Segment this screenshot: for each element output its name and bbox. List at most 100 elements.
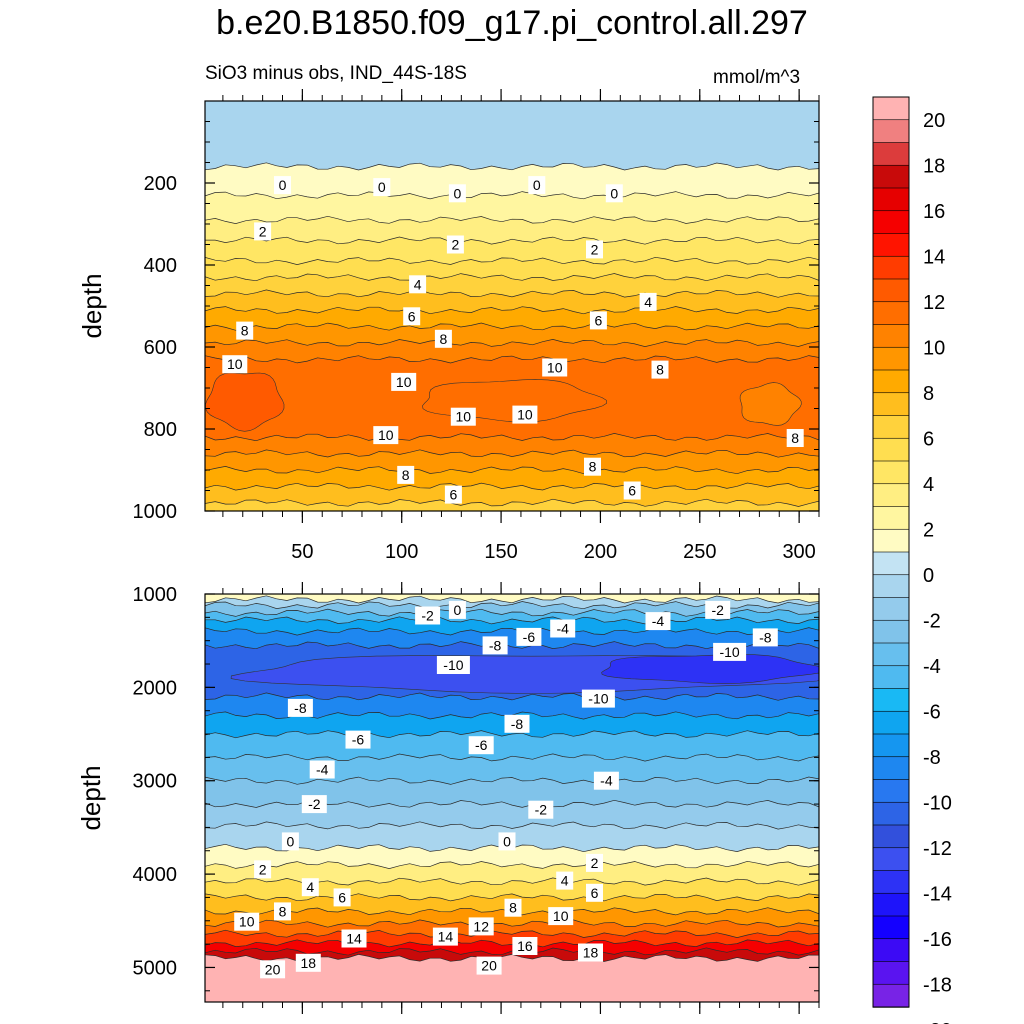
colorbar-segment bbox=[872, 688, 910, 712]
contour-label-box bbox=[450, 407, 476, 426]
contour-label-box bbox=[345, 730, 371, 749]
contour-label: -10 bbox=[588, 691, 608, 707]
contour-label: 2 bbox=[591, 855, 599, 871]
contour-label: -4 bbox=[600, 773, 613, 789]
colorbar-segment bbox=[872, 392, 910, 417]
contour-label-box bbox=[482, 636, 508, 655]
contour-label: 0 bbox=[454, 602, 462, 618]
contour-line bbox=[205, 306, 819, 315]
y-axis-label: depth bbox=[77, 273, 107, 338]
contour-core bbox=[205, 372, 285, 432]
contour-label-box bbox=[512, 937, 538, 955]
upper-depth-panel: 0 0 0 0 0 2 2 2 4 4 6 6 8 8 8 8 8 8 10 10 10 10 10 10 6 6 bbox=[205, 101, 819, 511]
x-tick-label: 150 bbox=[484, 541, 517, 563]
colorbar-segment bbox=[872, 164, 910, 189]
y-axis-label: depth bbox=[76, 765, 106, 830]
contour-label: -4 bbox=[652, 613, 665, 629]
contour-label: 8 bbox=[656, 362, 664, 378]
x-tick-label: 250 bbox=[683, 541, 716, 563]
contour-core bbox=[601, 654, 819, 684]
contour-band bbox=[205, 861, 819, 886]
colorbar-segment bbox=[872, 983, 910, 1008]
contour-label: 2 bbox=[259, 861, 267, 877]
contour-label: 14 bbox=[438, 929, 454, 945]
contour-band bbox=[205, 323, 819, 347]
contour-band bbox=[205, 101, 819, 170]
contour-label: -2 bbox=[711, 602, 724, 618]
contour-band bbox=[205, 466, 819, 491]
chart-title: b.e20.B1850.f09_g17.pi_control.all.297 bbox=[216, 4, 808, 42]
contour-line bbox=[205, 236, 819, 245]
contour-band bbox=[205, 257, 819, 281]
colorbar-segment bbox=[872, 142, 910, 166]
contour-label-box bbox=[581, 689, 615, 708]
contour-band bbox=[205, 449, 819, 474]
contour-line bbox=[205, 215, 819, 224]
contour-label-box bbox=[448, 600, 466, 619]
y-tick-label: 3000 bbox=[133, 771, 178, 793]
contour-label-box bbox=[333, 888, 351, 907]
contour-label-box bbox=[468, 917, 494, 936]
contour-band bbox=[205, 339, 819, 363]
contour-label: 0 bbox=[287, 833, 295, 849]
contour-line bbox=[205, 273, 819, 282]
colorbar-segment bbox=[872, 301, 910, 326]
contour-band bbox=[205, 844, 819, 869]
contour-line bbox=[205, 893, 819, 902]
contour-core bbox=[739, 382, 802, 426]
contour-label-box bbox=[713, 642, 747, 661]
colorbar-label: 16 bbox=[923, 201, 945, 223]
colorbar-label: 6 bbox=[923, 428, 934, 450]
contour-label-box bbox=[605, 184, 623, 203]
y-tick-label: 2000 bbox=[133, 677, 178, 699]
contour-label: 10 bbox=[378, 427, 394, 443]
colorbar-frame bbox=[872, 96, 910, 1008]
contour-label: 10 bbox=[553, 908, 569, 924]
contour-label: -2 bbox=[421, 608, 434, 624]
contour-label-box bbox=[222, 355, 248, 374]
contour-label-box bbox=[309, 760, 335, 779]
contour-label-box bbox=[548, 907, 574, 926]
colorbar-segment bbox=[872, 642, 910, 667]
colorbar-segment bbox=[872, 233, 910, 257]
contour-label: 4 bbox=[306, 879, 314, 895]
contour-label-box bbox=[504, 898, 522, 917]
contour-label-box bbox=[528, 800, 554, 819]
contour-label: 0 bbox=[279, 177, 287, 193]
contour-line bbox=[205, 498, 819, 507]
contour-label-box bbox=[593, 771, 619, 790]
contour-label: -8 bbox=[489, 637, 502, 653]
contour-label-box bbox=[409, 275, 427, 294]
colorbar-segment bbox=[872, 938, 910, 963]
contour-line bbox=[205, 322, 819, 331]
contour-label-box bbox=[444, 485, 462, 504]
contour-label-box bbox=[403, 307, 421, 326]
colorbar-segment bbox=[872, 460, 910, 485]
contour-line bbox=[205, 929, 819, 938]
x-tick-label: 200 bbox=[584, 541, 617, 563]
colorbar-segment bbox=[872, 346, 910, 371]
colorbar-segment bbox=[872, 710, 910, 735]
contour-label-box bbox=[301, 878, 319, 897]
contour-label-box bbox=[645, 612, 671, 631]
colorbar-label: 18 bbox=[923, 155, 945, 177]
contour-label: 2 bbox=[591, 241, 599, 257]
contour-label-box bbox=[391, 372, 417, 391]
contour-line bbox=[205, 339, 819, 347]
contour-label-box bbox=[586, 853, 603, 872]
colorbar-label: -6 bbox=[923, 701, 941, 723]
contour-label: 0 bbox=[454, 185, 462, 201]
contour-label: 14 bbox=[346, 931, 362, 947]
colorbar-label: 8 bbox=[923, 383, 934, 405]
contour-label: -8 bbox=[294, 700, 307, 716]
colorbar: 20181614121086420-2-4-6-8-10-12-14-16-18… bbox=[872, 96, 952, 1024]
colorbar-label: -12 bbox=[923, 838, 952, 860]
contour-label: 10 bbox=[456, 409, 472, 425]
contour-label: 0 bbox=[533, 177, 541, 193]
contour-label: 0 bbox=[378, 179, 386, 195]
contour-label-box bbox=[752, 628, 778, 647]
contour-label: 8 bbox=[402, 467, 410, 483]
contour-label-box bbox=[651, 360, 669, 379]
contour-line bbox=[205, 482, 819, 491]
